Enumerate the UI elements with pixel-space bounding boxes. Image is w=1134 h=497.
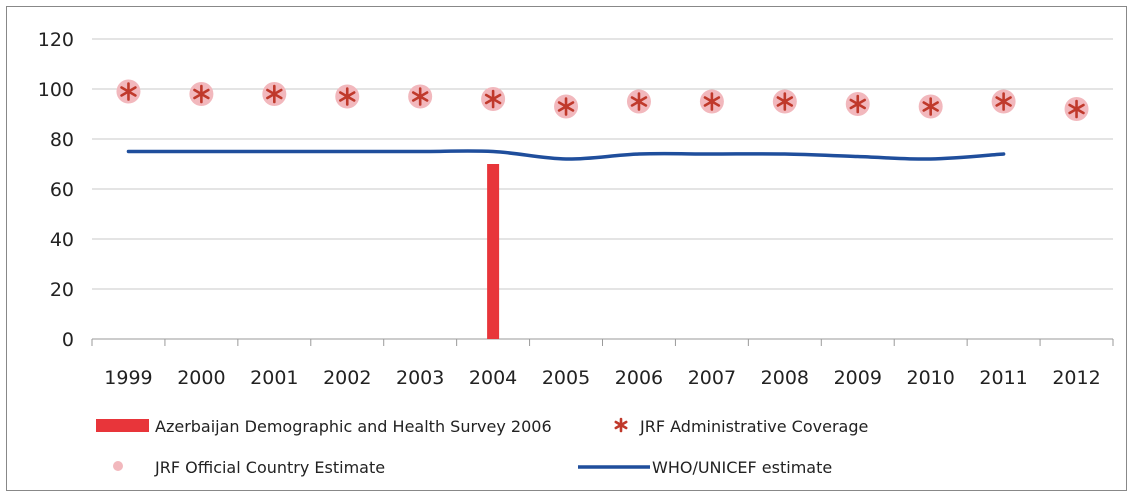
who-unicef-line xyxy=(126,149,1006,161)
bar-series xyxy=(487,164,500,339)
legend-label-who-unicef: WHO/UNICEF estimate xyxy=(652,458,832,477)
admin-coverage-marker-2004 xyxy=(484,89,502,109)
legend-swatch-admin-coverage xyxy=(614,417,628,433)
y-tick-label: 100 xyxy=(38,79,74,101)
admin-coverage-marker-2001 xyxy=(266,84,283,104)
y-tick-label: 20 xyxy=(50,279,74,301)
legend-label-admin-coverage: JRF Administrative Coverage xyxy=(639,417,868,436)
x-tick-label: 2008 xyxy=(761,367,809,389)
admin-coverage-marker-1999 xyxy=(120,82,137,101)
x-tick-label: 2005 xyxy=(542,367,590,389)
x-tick-label: 1999 xyxy=(104,367,152,389)
line-series xyxy=(126,149,1006,161)
x-tick-label: 2001 xyxy=(250,367,298,389)
x-tick-label: 2002 xyxy=(323,367,371,389)
legend-swatch-survey xyxy=(96,419,149,432)
y-axis: 0 20 40 60 80 100 120 xyxy=(38,29,74,351)
x-tick-label: 2011 xyxy=(979,367,1027,389)
x-tick-label: 2007 xyxy=(688,367,736,389)
x-tick-label: 2006 xyxy=(615,367,663,389)
legend-label-survey: Azerbaijan Demographic and Health Survey… xyxy=(155,417,552,436)
y-tick-label: 40 xyxy=(50,229,74,251)
legend: Azerbaijan Demographic and Health Survey… xyxy=(96,417,868,477)
admin-coverage-marker-2006 xyxy=(630,92,648,111)
asterisk-series xyxy=(120,82,1085,119)
bar-survey-2004 xyxy=(487,164,500,339)
y-tick-label: 60 xyxy=(50,179,74,201)
admin-coverage-marker-2010 xyxy=(922,97,939,116)
admin-coverage-marker-2011 xyxy=(995,92,1012,111)
x-tick-label: 2004 xyxy=(469,367,517,389)
admin-coverage-marker-2003 xyxy=(411,87,429,106)
y-tick-label: 120 xyxy=(38,29,74,51)
admin-coverage-marker-2007 xyxy=(703,92,721,111)
admin-coverage-marker-2002 xyxy=(339,87,356,106)
y-tick-label: 0 xyxy=(62,329,74,351)
admin-coverage-marker-2009 xyxy=(849,94,866,114)
x-tick-label: 2012 xyxy=(1052,367,1100,389)
legend-swatch-official-estimate xyxy=(113,461,123,471)
admin-coverage-marker-2012 xyxy=(1068,99,1085,119)
legend-label-official-estimate: JRF Official Country Estimate xyxy=(154,458,385,477)
x-tick-label: 2003 xyxy=(396,367,444,389)
admin-coverage-marker-2000 xyxy=(193,84,210,104)
admin-coverage-marker-2008 xyxy=(776,92,794,111)
x-tick-label: 2009 xyxy=(834,367,882,389)
x-tick-label: 2000 xyxy=(177,367,225,389)
y-tick-label: 80 xyxy=(50,129,74,151)
x-axis: 1999 2000 2001 2002 2003 2004 2005 2006 2007 2008… xyxy=(91,338,1114,389)
admin-coverage-marker-2005 xyxy=(557,97,575,116)
x-tick-label: 2010 xyxy=(906,367,954,389)
